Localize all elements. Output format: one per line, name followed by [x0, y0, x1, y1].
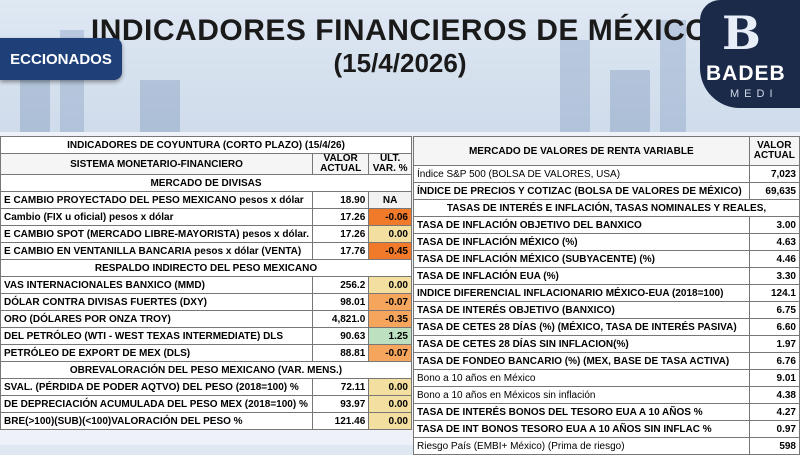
- section-tasas: TASAS DE INTERÉS E INFLACIÓN, TASAS NOMI…: [413, 199, 800, 217]
- logo-name: BADEB: [706, 62, 786, 85]
- table-row: TASA DE CETES 28 DÍAS (%) (MÉXICO, TASA …: [413, 318, 800, 336]
- left-col-value-header: VALOR ACTUAL: [312, 153, 370, 175]
- table-row: TASA DE INFLACIÓN MÉXICO (%) 4.63: [413, 233, 800, 251]
- left-col-header: SISTEMA MONETARIO-FINANCIERO: [0, 153, 314, 175]
- page-date: (15/4/2026): [333, 48, 467, 78]
- table-row: ORO (DÓLARES POR ONZA TROY) 4,821.0 -0.35: [0, 310, 412, 328]
- table-row: Índice S&P 500 (BOLSA DE VALORES, USA) 7,…: [413, 165, 800, 183]
- page-title: INDICADORES FINANCIEROS DE MÉXICO: [90, 14, 710, 47]
- section-respaldo: RESPALDO INDIRECTO DEL PESO MEXICANO: [0, 259, 412, 277]
- table-row: PETRÓLEO DE EXPORT DE MEX (DLS) 88.81 -0.0…: [0, 344, 412, 362]
- section-divisas: MERCADO DE DIVISAS: [0, 174, 412, 192]
- table-row: VAS INTERNACIONALES BANXICO (MMD) 256.2 0.…: [0, 276, 412, 294]
- logo-mark: B: [722, 6, 761, 60]
- table-row: TASA DE INFLACIÓN MÉXICO (SUBYACENTE) (%…: [413, 250, 800, 268]
- table-row: E CAMBIO PROYECTADO DEL PESO MEXICANO pe…: [0, 191, 412, 209]
- section-badge[interactable]: ECCIONADOS: [0, 38, 122, 80]
- table-row: Bono a 10 años en México 9.01: [413, 369, 800, 387]
- table-row: Cambio (FIX u oficial) pesos x dólar 17.2…: [0, 208, 412, 226]
- table-row: Bono a 10 años en Méxicos sin inflación 4…: [413, 386, 800, 404]
- table-row: TASA DE INTERÉS OBJETIVO (BANXICO) 6.75: [413, 301, 800, 319]
- table-row: INDICE DIFERENCIAL INFLACIONARIO MÉXICO-…: [413, 284, 800, 302]
- table-row: BRE(>100)(SUB)(<100)VALORACIÓN DEL PESO …: [0, 412, 412, 430]
- table-row: SVAL. (PÉRDIDA DE PODER AQTVO) DEL PESO …: [0, 378, 412, 396]
- table-row: DEL PETRÓLEO (WTI - WEST TEXAS INTERMEDI…: [0, 327, 412, 345]
- table-row: E CAMBIO EN VENTANILLA BANCARIA pesos x …: [0, 242, 412, 260]
- logo-sub: MEDI: [730, 88, 778, 100]
- brand-logo: B BADEB MEDI: [700, 0, 800, 108]
- table-row: TASA DE FONDEO BANCARIO (%) (MEX, BASE D…: [413, 352, 800, 370]
- right-col-value-header: VALOR ACTUAL: [748, 136, 800, 166]
- table-row: DE DEPRECIACIÓN ACUMULADA DEL PESO MEX (…: [0, 395, 412, 413]
- section-sobrevaloracion: OBREVALORACIÓN DEL PESO MEXICANO (VAR. M…: [0, 361, 412, 379]
- table-row: TASA DE INFLACIÓN EUA (%) 3.30: [413, 267, 800, 285]
- renta-variable-table: MERCADO DE VALORES DE RENTA VARIABLE VAL…: [413, 136, 800, 455]
- table-row: E CAMBIO SPOT (MERCADO LIBRE-MAYORISTA) …: [0, 225, 412, 243]
- table-row: TASA DE INFLACIÓN OBJETIVO DEL BANXICO 3.…: [413, 216, 800, 234]
- table-row: TASA DE INTERÉS BONOS DEL TESORO EUA A 1…: [413, 403, 800, 421]
- table-row: Riesgo País (EMBI+ México) (Prima de rie…: [413, 437, 800, 455]
- table-row: TASA DE INT BONOS TESORO EUA A 10 AÑOS S…: [413, 420, 800, 438]
- table-row: DÓLAR CONTRA DIVISAS FUERTES (DXY) 98.01-…: [0, 293, 412, 311]
- left-table-title: INDICADORES DE COYUNTURA (CORTO PLAZO) (…: [0, 136, 412, 154]
- table-row: TASA DE CETES 28 DÍAS SIN INFLACION(%) 1.…: [413, 335, 800, 353]
- right-col-header: MERCADO DE VALORES DE RENTA VARIABLE: [413, 136, 750, 166]
- left-col-var-header: ÚLT. VAR. %: [368, 153, 412, 175]
- table-row: ÍNDICE DE PRECIOS Y COTIZAC (BOLSA DE VA…: [413, 182, 800, 200]
- coyuntura-table: INDICADORES DE COYUNTURA (CORTO PLAZO) (…: [0, 136, 412, 430]
